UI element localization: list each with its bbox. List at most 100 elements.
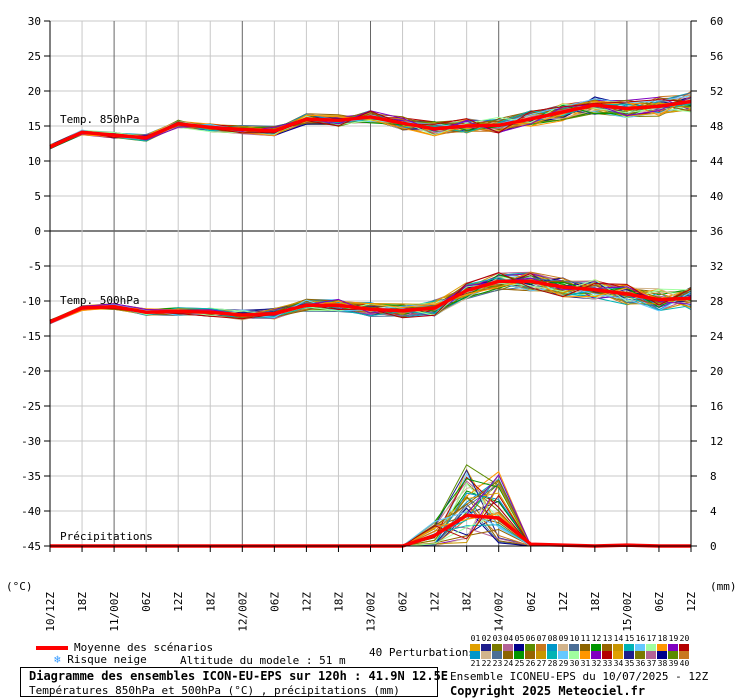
pert-swatch [657,651,667,659]
pert-swatch [591,651,601,659]
pert-number: 13 [602,634,613,643]
x-tick-label: 13/00Z [365,592,378,632]
pert-number: 35 [624,659,635,668]
x-tick-label: 12Z [300,592,313,612]
pert-swatch [635,651,645,659]
x-tick-label: 10/12Z [44,592,57,632]
pert-number: 30 [569,659,580,668]
pert-number: 04 [503,634,514,643]
pert-swatch [613,644,623,652]
chart-grid [49,20,692,547]
legend-perturbations: 40 Perturbations [369,646,475,659]
right-tick-label: 4 [710,505,717,518]
pert-number: 36 [635,659,646,668]
pert-number: 28 [547,659,558,668]
pert-number: 25 [514,659,525,668]
pert-swatch [624,651,634,659]
left-tick-label: -20 [21,365,41,378]
right-tick-label: 0 [710,540,717,553]
pert-swatch [503,651,513,659]
pert-swatch [602,651,612,659]
x-tick-label: 06Z [268,592,281,612]
left-tick-label: 20 [28,85,41,98]
right-tick-label: 48 [710,120,723,133]
pert-swatch [602,644,612,652]
pert-number: 23 [492,659,503,668]
pert-swatch [569,644,579,652]
pert-swatch [679,644,689,652]
pert-swatch [646,644,656,652]
pert-number: 09 [558,634,569,643]
pert-number: 03 [492,634,503,643]
pert-swatch [470,651,480,659]
caption-title: Diagramme des ensembles ICON-EU-EPS sur … [29,669,449,683]
right-tick-label: 56 [710,50,723,63]
caption-subtitle: Températures 850hPa et 500hPa (°C) , pré… [29,684,400,697]
pert-number: 29 [558,659,569,668]
perturbation-t500-line [49,278,692,324]
pert-swatch [481,644,491,652]
left-tick-label: -40 [21,505,41,518]
pert-number: 02 [481,634,492,643]
pert-number: 24 [503,659,514,668]
right-tick-label: 20 [710,365,723,378]
pert-number: 10 [569,634,580,643]
pert-swatch [646,651,656,659]
right-tick-label: 40 [710,190,723,203]
legend-altitude: Altitude du modele : 51 m [180,654,346,667]
pert-number: 27 [536,659,547,668]
right-tick-label: 8 [710,470,717,483]
right-tick-label: 36 [710,225,723,238]
left-tick-label: -25 [21,400,41,413]
left-tick-label: 30 [28,15,41,28]
pert-swatch [613,651,623,659]
pert-number: 06 [525,634,536,643]
pert-swatch [525,644,535,652]
pert-swatch [569,651,579,659]
panel-label-precip: Précipitations [60,530,153,543]
pert-swatch [492,651,502,659]
pert-swatch [668,651,678,659]
left-tick-label: -30 [21,435,41,448]
x-tick-label: 18Z [589,592,602,612]
left-tick-label: 25 [28,50,41,63]
pert-swatch [668,644,678,652]
left-tick-label: 0 [34,225,41,238]
x-tick-label: 06Z [140,592,153,612]
mean-t850-line [49,99,692,149]
pert-number: 08 [547,634,558,643]
pert-number: 22 [481,659,492,668]
pert-number: 34 [613,659,624,668]
left-tick-label: -15 [21,330,41,343]
x-tick-label: 06Z [397,592,410,612]
x-tick-label: 11/00Z [108,592,121,632]
legend-mean-label: Moyenne des scénarios [74,641,214,654]
pert-swatch [679,651,689,659]
caption-box: Diagramme des ensembles ICON-EU-EPS sur … [20,667,448,697]
left-axis-unit: (°C) [6,580,33,593]
mean-t500-line [49,279,692,324]
pert-number: 14 [613,634,624,643]
pert-number: 15 [624,634,635,643]
left-tick-label: -5 [28,260,41,273]
legend-snow: ❄ Risque neige [54,653,147,666]
pert-number: 37 [646,659,657,668]
mean-swatch [36,646,68,650]
panel-label-t500: Temp. 500hPa [60,294,139,307]
pert-swatch [503,644,513,652]
pert-swatch [624,644,634,652]
right-tick-label: 12 [710,435,723,448]
pert-swatch [558,644,568,652]
pert-swatch [525,651,535,659]
pert-number: 39 [668,659,679,668]
right-axis-unit: (mm) [710,580,737,593]
x-tick-label: 12Z [172,592,185,612]
pert-swatch [492,644,502,652]
pert-swatch [514,651,524,659]
run-info: Ensemble ICONEU-EPS du 10/07/2025 - 12Z [450,670,709,683]
x-tick-label: 15/00Z [621,592,634,632]
pert-number: 16 [635,634,646,643]
pert-swatch [580,651,590,659]
left-tick-label: -35 [21,470,41,483]
